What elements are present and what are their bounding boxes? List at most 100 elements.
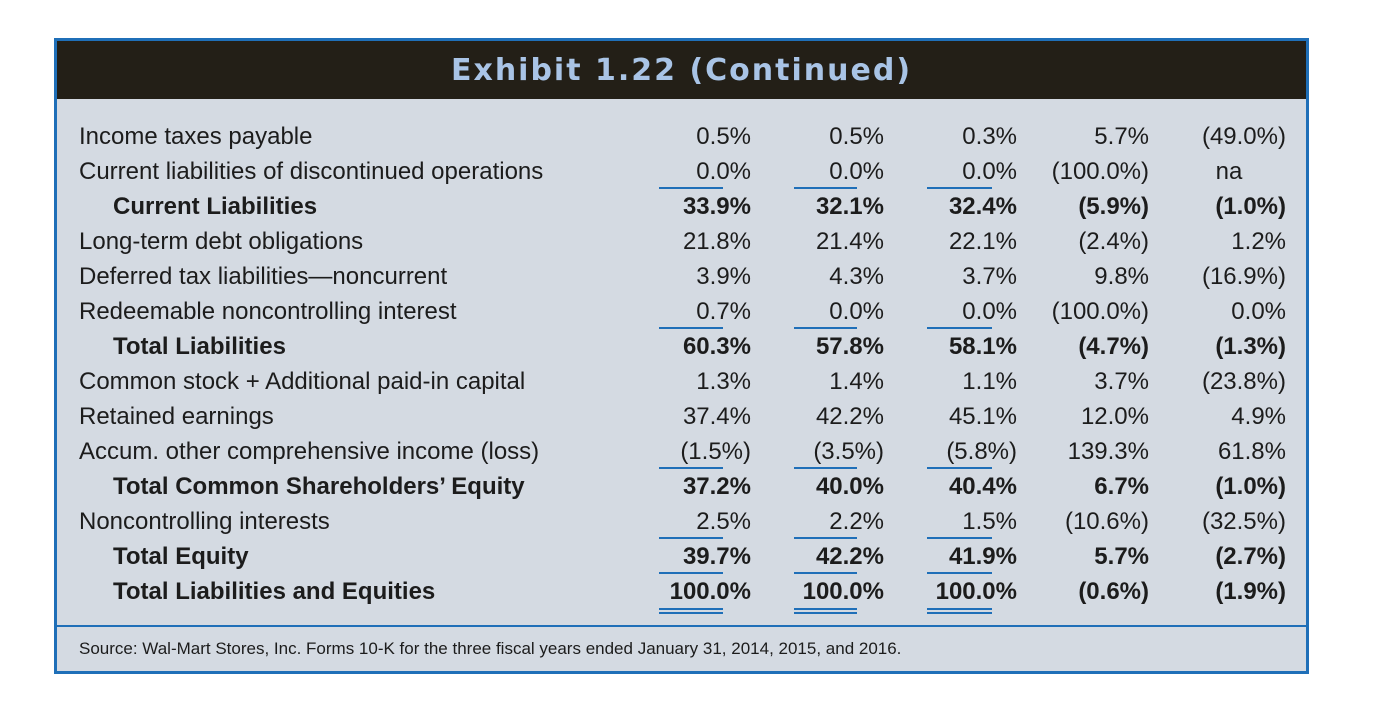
value-col-1: 2.5% <box>696 508 751 535</box>
row-label: Total Liabilities and Equities <box>113 578 436 605</box>
row-label: Income taxes payable <box>79 123 313 150</box>
table-row: Common stock + Additional paid-in capita… <box>57 364 1306 399</box>
value-col-5: (2.7%) <box>1215 543 1286 570</box>
value-col-4: 6.7% <box>1094 473 1149 500</box>
value-col-4: (100.0%) <box>1051 298 1149 325</box>
subtotal-rule <box>794 537 857 539</box>
subtotal-rule <box>927 467 992 469</box>
subtotal-rule <box>927 187 992 189</box>
value-col-5: 61.8% <box>1217 438 1286 465</box>
subtotal-rule <box>659 327 723 329</box>
value-col-3: 0.0% <box>962 298 1017 325</box>
value-col-3: 40.4% <box>948 473 1017 500</box>
value-col-5: (32.5%) <box>1201 508 1286 535</box>
subtotal-rule <box>927 572 992 574</box>
value-col-1: 21.8% <box>682 228 751 255</box>
table-row: Income taxes payable 0.5% 0.5% 0.3% 5.7%… <box>57 119 1306 154</box>
value-col-2: 4.3% <box>829 263 884 290</box>
table-row: Noncontrolling interests 2.5% 2.2% 1.5% … <box>57 504 1306 539</box>
value-col-1: 60.3% <box>682 333 751 360</box>
value-col-2: (3.5%) <box>813 438 884 465</box>
row-label: Common stock + Additional paid-in capita… <box>79 368 526 395</box>
value-col-2: 32.1% <box>815 193 884 220</box>
subtotal-rule <box>794 467 857 469</box>
value-col-2: 0.0% <box>829 158 884 185</box>
value-col-2: 0.0% <box>829 298 884 325</box>
exhibit-panel: Exhibit 1.22 (Continued) Income taxes pa… <box>54 38 1309 674</box>
financial-table: Income taxes payable 0.5% 0.5% 0.3% 5.7%… <box>57 119 1306 614</box>
value-col-1: 0.7% <box>696 298 751 325</box>
value-col-3: 45.1% <box>948 403 1017 430</box>
subtotal-rule <box>794 572 857 574</box>
subtotal-rule <box>659 467 723 469</box>
value-col-1: 37.4% <box>682 403 751 430</box>
row-label: Current Liabilities <box>113 193 318 220</box>
value-col-3: 0.3% <box>962 123 1017 150</box>
value-col-2: 100.0% <box>802 578 884 605</box>
value-col-1: 39.7% <box>682 543 751 570</box>
value-col-2: 2.2% <box>829 508 884 535</box>
row-label: Noncontrolling interests <box>79 508 330 535</box>
value-col-1: 33.9% <box>682 193 751 220</box>
value-col-5: 1.2% <box>1231 228 1286 255</box>
subtotal-rule <box>659 537 723 539</box>
value-col-4: 9.8% <box>1094 263 1149 290</box>
value-col-1: 1.3% <box>696 368 751 395</box>
table-row: Deferred tax liabilities—noncurrent 3.9%… <box>57 259 1306 294</box>
value-col-4: 139.3% <box>1067 438 1149 465</box>
value-col-5: (23.8%) <box>1201 368 1286 395</box>
value-col-5: (49.0%) <box>1201 123 1286 150</box>
subtotal-rule <box>659 572 723 574</box>
row-label: Accum. other comprehensive income (loss) <box>79 438 540 465</box>
table-row: Accum. other comprehensive income (loss)… <box>57 434 1306 469</box>
value-col-5: (1.3%) <box>1215 333 1286 360</box>
value-col-4: (4.7%) <box>1078 333 1149 360</box>
value-col-4: 3.7% <box>1094 368 1149 395</box>
subtotal-rule <box>794 327 857 329</box>
value-col-3: 1.1% <box>962 368 1017 395</box>
value-col-1: 37.2% <box>682 473 751 500</box>
row-label: Deferred tax liabilities—noncurrent <box>79 263 448 290</box>
value-col-5: 4.9% <box>1231 403 1286 430</box>
value-col-4: (2.4%) <box>1078 228 1149 255</box>
value-col-3: 0.0% <box>962 158 1017 185</box>
value-col-4: 5.7% <box>1094 543 1149 570</box>
value-col-4: (5.9%) <box>1078 193 1149 220</box>
source-divider <box>57 625 1306 627</box>
value-col-3: 32.4% <box>948 193 1017 220</box>
table-row-subtotal: Total Equity 39.7% 42.2% 41.9% 5.7% (2.7… <box>57 539 1306 574</box>
table-row: Retained earnings 37.4% 42.2% 45.1% 12.0… <box>57 399 1306 434</box>
subtotal-rule <box>927 327 992 329</box>
value-col-5: (1.0%) <box>1215 473 1286 500</box>
value-col-5: (16.9%) <box>1201 263 1286 290</box>
row-label: Total Equity <box>113 543 249 570</box>
value-col-3: 22.1% <box>948 228 1017 255</box>
total-double-rule <box>927 608 992 614</box>
row-label: Retained earnings <box>79 403 274 430</box>
subtotal-rule <box>927 537 992 539</box>
value-col-5: (1.9%) <box>1215 578 1286 605</box>
value-col-2: 57.8% <box>815 333 884 360</box>
value-col-2: 1.4% <box>829 368 884 395</box>
row-label: Total Common Shareholders’ Equity <box>113 473 525 500</box>
value-col-2: 0.5% <box>829 123 884 150</box>
table-row: Current liabilities of discontinued oper… <box>57 154 1306 189</box>
value-col-1: 0.0% <box>696 158 751 185</box>
value-col-4: 5.7% <box>1094 123 1149 150</box>
row-label: Current liabilities of discontinued oper… <box>79 158 544 185</box>
value-col-4: (0.6%) <box>1078 578 1149 605</box>
table-row: Redeemable noncontrolling interest 0.7% … <box>57 294 1306 329</box>
value-col-3: 58.1% <box>948 333 1017 360</box>
value-col-2: 42.2% <box>815 543 884 570</box>
value-col-1: (1.5%) <box>680 438 751 465</box>
value-col-2: 21.4% <box>815 228 884 255</box>
exhibit-title: Exhibit 1.22 (Continued) <box>57 41 1306 99</box>
value-col-4: (10.6%) <box>1064 508 1149 535</box>
total-double-rule <box>794 608 857 614</box>
value-col-1: 3.9% <box>696 263 751 290</box>
value-col-5: (1.0%) <box>1215 193 1286 220</box>
source-note: Source: Wal-Mart Stores, Inc. Forms 10-K… <box>79 639 902 658</box>
value-col-3: 100.0% <box>935 578 1017 605</box>
row-label: Redeemable noncontrolling interest <box>79 298 457 325</box>
table-row: Long-term debt obligations 21.8% 21.4% 2… <box>57 224 1306 259</box>
